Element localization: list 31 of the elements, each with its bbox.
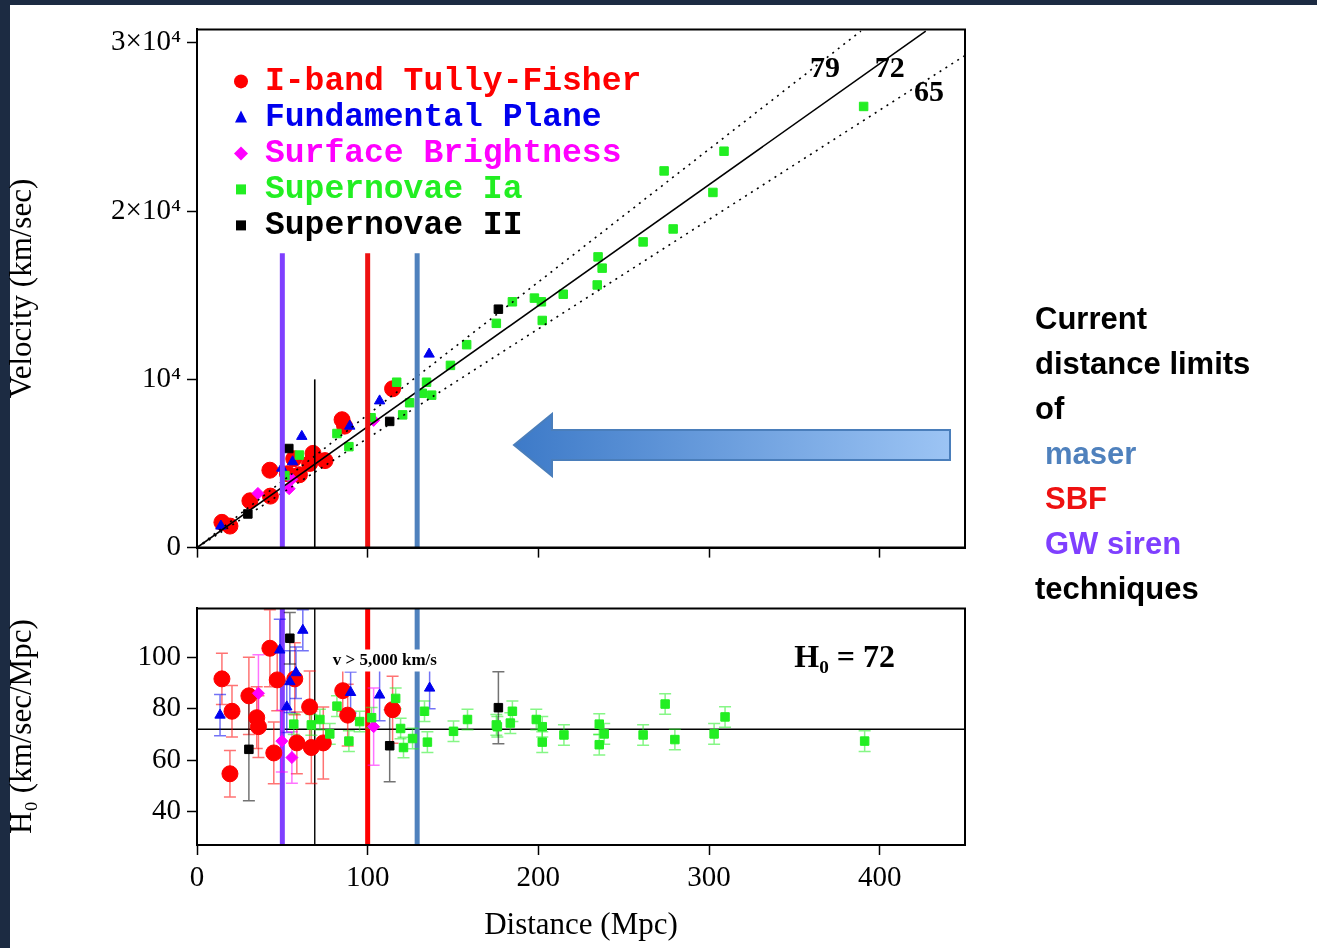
ref-line-label: H₀ = 72 <box>794 637 895 674</box>
text: maser <box>1044 435 1138 473</box>
y-tick-label: 40 <box>152 793 181 826</box>
y-tick-label: 3×10⁴ <box>111 24 181 57</box>
legend-label: Fundamental Plane <box>265 98 602 136</box>
x-tick-label: 300 <box>687 860 731 893</box>
x-axis-title: Distance (Mpc) <box>484 905 678 941</box>
y-tick-label: 80 <box>152 690 181 723</box>
text: techniques <box>1035 570 1200 608</box>
ref-line-label: v > 5,000 km/s <box>332 649 438 669</box>
text: Current distance limits of <box>1035 300 1252 428</box>
y-tick-label: 0 <box>166 529 181 562</box>
series-label: 65 <box>914 74 944 108</box>
x-tick-label: 200 <box>516 860 561 893</box>
y-tick-label: 10⁴ <box>141 360 181 393</box>
series-label: 79 <box>809 49 840 83</box>
x-tick-label: 0 <box>189 860 205 893</box>
text: GW siren <box>1044 525 1183 563</box>
y-tick-label: 60 <box>152 741 181 774</box>
y-tick-label: 2×10⁴ <box>111 192 181 225</box>
legend-label: Supernovae Ia <box>265 170 523 208</box>
legend-label: Surface Brightness <box>265 134 622 172</box>
x-tick-label: 100 <box>345 860 390 893</box>
y-axis-title: H₀ (km/sec/Mpc) <box>2 619 38 835</box>
y-tick-label: 100 <box>137 638 181 671</box>
text: SBF <box>1044 480 1108 518</box>
legend-label: Supernovae II <box>265 206 523 244</box>
y-axis-title: Velocity (km/sec) <box>2 178 38 399</box>
series-label: 72 <box>874 49 905 83</box>
x-tick-label: 400 <box>857 860 902 893</box>
legend-label: I-band Tully-Fisher <box>265 62 642 100</box>
